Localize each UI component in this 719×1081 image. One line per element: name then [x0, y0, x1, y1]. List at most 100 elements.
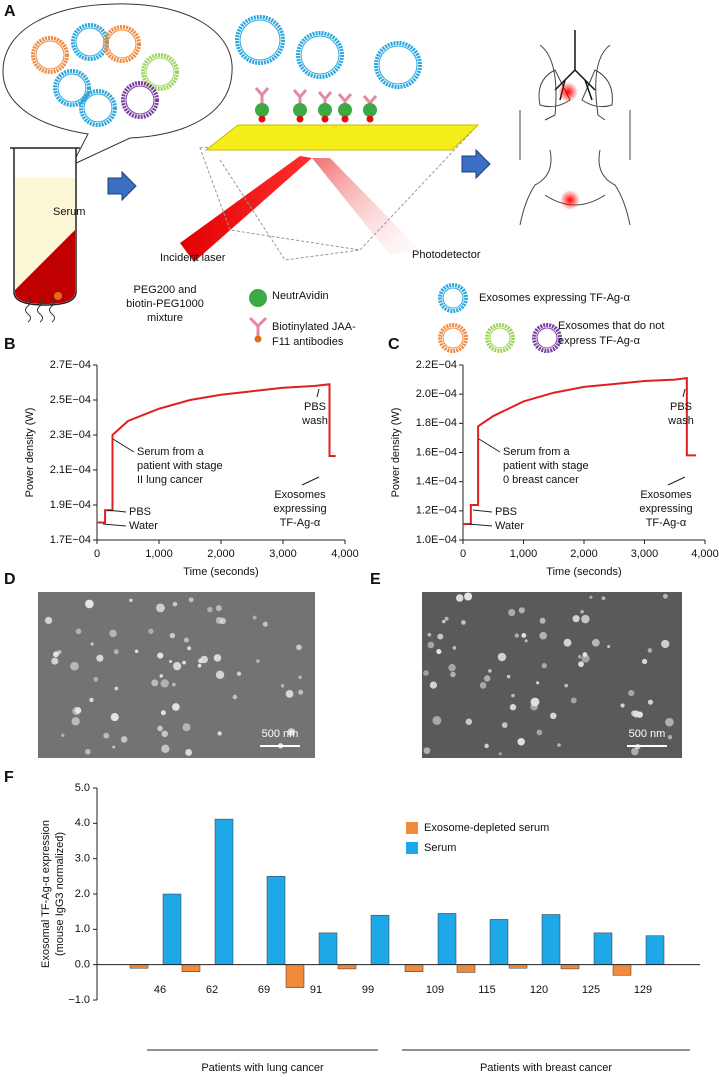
particle — [461, 620, 466, 625]
x-tick-label: 0 — [460, 548, 466, 560]
particle — [563, 638, 572, 647]
exosome-inner — [378, 45, 418, 85]
panel-label: B — [4, 336, 16, 353]
particle — [570, 697, 577, 704]
legend-text: express TF-Ag-α — [558, 335, 641, 347]
y-tick-label: 1.6E−04 — [416, 446, 457, 458]
particle — [521, 633, 527, 638]
particle — [112, 745, 116, 749]
particle — [450, 671, 456, 678]
micrograph — [38, 592, 315, 758]
y-tick-label: 1.7E−04 — [50, 534, 91, 546]
bar — [541, 914, 561, 965]
x-tick-label: 2,000 — [207, 548, 235, 560]
particle — [61, 733, 65, 737]
neutravidin — [255, 103, 269, 117]
x-axis-label: Time (seconds) — [183, 566, 258, 578]
exosome-inner — [35, 40, 65, 70]
particle — [517, 737, 525, 746]
particle — [161, 730, 168, 738]
y-tick-label: 2.7E−04 — [50, 359, 91, 371]
y-tick-label: 1.9E−04 — [50, 499, 91, 511]
exosome — [141, 53, 179, 91]
bar — [560, 964, 580, 970]
particle — [169, 632, 176, 639]
x-tick-label: 125 — [582, 984, 600, 996]
x-tick-label: 3,000 — [631, 548, 659, 560]
particle — [423, 670, 429, 676]
y-tick-label: 4.0 — [75, 817, 90, 829]
y-tick-label: 1.4E−04 — [416, 476, 457, 488]
bar — [162, 893, 182, 965]
legend-text: Biotinylated JAA- — [272, 321, 356, 333]
particle — [550, 712, 557, 720]
exosome — [532, 323, 562, 353]
particle — [580, 609, 584, 614]
particle — [498, 752, 502, 756]
particle — [641, 658, 648, 665]
annotation: Serum from a — [137, 446, 205, 458]
particle — [280, 684, 285, 688]
particle — [287, 728, 296, 736]
particle — [661, 639, 670, 649]
x-tick-label: 4,000 — [331, 548, 359, 560]
particle — [601, 596, 606, 601]
x-tick-label: 115 — [478, 984, 496, 996]
exosome-inner — [489, 327, 511, 349]
particle — [581, 654, 590, 663]
exosome — [374, 41, 422, 89]
particle — [444, 616, 449, 621]
exosome-inner — [442, 287, 464, 309]
particle — [536, 681, 540, 685]
particle — [74, 707, 82, 714]
particle — [509, 704, 517, 711]
annotation: TF-Ag-α — [646, 517, 687, 529]
exosome-inner — [145, 57, 175, 87]
bar — [456, 964, 476, 973]
panel-label: C — [388, 336, 400, 353]
particle — [252, 615, 257, 620]
bar — [181, 964, 201, 972]
y-tick-label: 1.0 — [75, 923, 90, 935]
particle — [172, 682, 176, 687]
neutravidin — [338, 103, 352, 117]
particle — [213, 654, 222, 662]
y-axis-label: Power density (W) — [24, 408, 36, 498]
particle — [427, 632, 432, 637]
particle — [536, 729, 543, 736]
bar — [318, 932, 338, 965]
particle — [215, 616, 223, 624]
exosome-inner — [300, 35, 340, 75]
particle — [109, 629, 117, 638]
annotation-arrow — [301, 476, 320, 486]
bar — [266, 876, 286, 965]
bar — [404, 964, 424, 972]
panel-label: A — [4, 3, 16, 20]
laser-label: Incident laser — [160, 252, 226, 264]
particle — [215, 670, 225, 680]
y-tick-label: 2.0 — [75, 888, 90, 900]
particle — [110, 713, 119, 722]
exosome — [31, 36, 69, 74]
particle — [632, 710, 641, 718]
particle — [160, 679, 169, 688]
group-label: Patients with lung cancer — [201, 1062, 324, 1074]
legend-text: PEG200 and — [134, 284, 197, 296]
bar — [129, 964, 149, 969]
annotation: PBS — [129, 506, 151, 518]
biotin — [341, 115, 349, 123]
biotin — [321, 115, 329, 123]
y-tick-label: 2.2E−04 — [416, 359, 457, 371]
bar — [645, 935, 665, 965]
annotation: Exosomes — [640, 489, 692, 501]
bar — [508, 964, 528, 969]
particle — [572, 615, 580, 623]
panel-label: D — [4, 571, 16, 588]
particle — [188, 597, 194, 603]
particle — [113, 649, 119, 655]
exosome-inner — [125, 85, 155, 115]
particle — [488, 669, 492, 673]
particle — [589, 595, 593, 599]
x-tick-label: 91 — [310, 984, 322, 996]
particle — [578, 654, 582, 659]
